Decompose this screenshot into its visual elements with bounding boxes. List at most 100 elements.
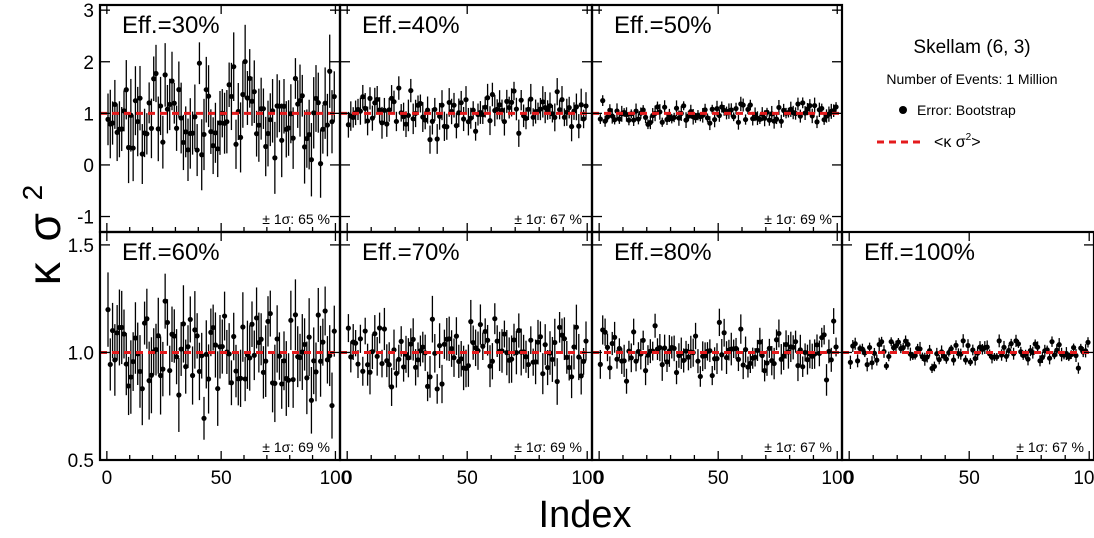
data-point [247,355,252,360]
data-point [741,102,746,107]
data-point [702,107,707,112]
data-point [800,364,805,369]
data-point [327,69,332,74]
data-point [387,362,392,367]
data-point [229,380,234,385]
data-point [487,118,492,123]
data-point [201,132,206,137]
data-point [612,335,617,340]
data-point [240,324,245,329]
data-point [238,376,243,381]
panel-sigma-label: ± 1σ: 69 % [262,439,330,455]
data-point [263,359,268,364]
y-tick-label: 0 [83,156,94,177]
data-point [886,354,891,359]
y-tick-label: 0.5 [68,451,94,472]
panel-4: Eff.=60%± 1σ: 69 % [100,232,340,460]
data-point [800,100,805,105]
data-point [279,138,284,143]
data-point [569,124,574,129]
panel-sigma-label: ± 1σ: 67 % [1016,439,1084,455]
data-point [605,345,610,350]
data-point [693,333,698,338]
data-point [874,358,879,363]
data-point [526,362,531,367]
data-point [643,368,648,373]
data-point [172,101,177,106]
data-point [953,343,958,348]
x-tick-label: 0 [844,468,855,489]
data-point [1009,341,1014,346]
legend-label-mean-text: <κ σ [934,134,966,151]
data-point [748,102,753,107]
data-point [681,103,686,108]
y-tick-label: -1 [77,208,94,229]
data-point [853,341,858,346]
data-point [932,364,937,369]
panel-1-points [100,25,340,198]
data-point [259,337,264,342]
data-point [372,331,377,336]
data-point [478,322,483,327]
data-point [555,379,560,384]
data-point [427,137,432,142]
data-point [192,114,197,119]
x-tick-label: 50 [457,468,478,489]
legend-marker-bootstrap [899,106,907,114]
data-point [951,357,956,362]
data-point [355,361,360,366]
data-point [795,101,800,106]
data-point [552,340,557,345]
data-point [391,99,396,104]
panel-sigma-label: ± 1σ: 69 % [514,439,582,455]
data-point [509,100,514,105]
data-point [316,100,321,105]
data-point [377,325,382,330]
data-point [822,332,827,337]
data-point [316,312,321,317]
data-point [833,104,838,109]
data-point [163,72,168,77]
data-point [309,398,314,403]
data-point [435,386,440,391]
data-point [831,318,836,323]
data-point [559,97,564,102]
data-point [660,120,665,125]
data-point [461,116,466,121]
data-point [272,381,277,386]
panel-4-points [100,272,340,439]
data-point [583,103,588,108]
data-point [598,362,603,367]
data-point [231,334,236,339]
data-point [300,93,305,98]
data-point [108,362,113,367]
panel-label: Eff.=80% [614,239,712,266]
x-tick-label: 50 [708,468,729,489]
data-point [473,129,478,134]
data-point [201,416,206,421]
data-point [631,329,636,334]
panel-3-points [592,95,842,130]
data-point [662,105,667,110]
data-point [227,351,232,356]
data-point [538,334,543,339]
data-point [329,403,334,408]
data-point [994,354,999,359]
data-point [430,317,435,322]
data-point [626,118,631,123]
data-point [812,103,817,108]
panel-5-points [340,296,592,406]
data-point [660,362,665,367]
data-point [1057,342,1062,347]
data-point [286,378,291,383]
data-point [399,339,404,344]
data-point [867,345,872,350]
data-point [353,341,358,346]
data-point [206,94,211,99]
y-axis-title: κ σ 2 [17,185,70,286]
data-point [961,338,966,343]
data-point [509,357,514,362]
data-point [552,115,557,120]
